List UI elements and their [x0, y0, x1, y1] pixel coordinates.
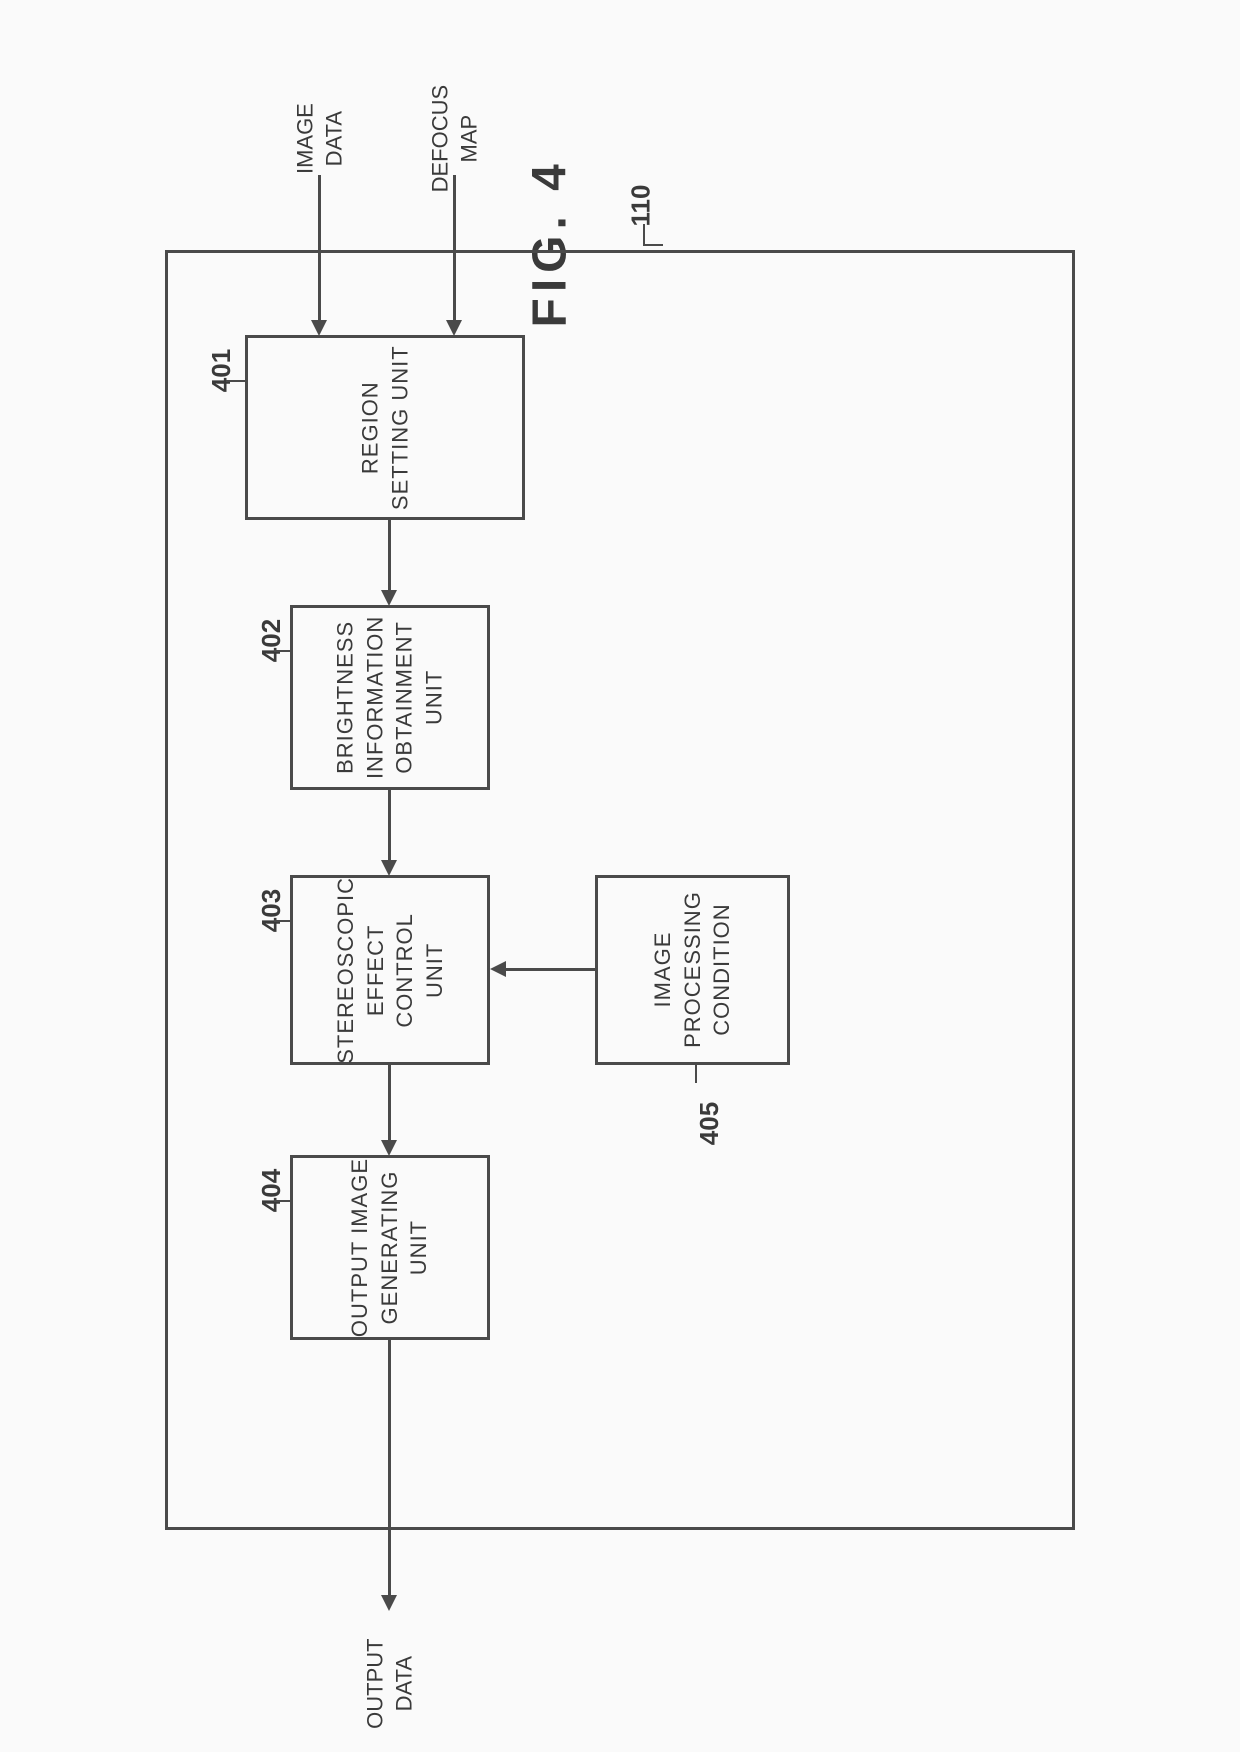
container-leader-curve	[643, 244, 663, 246]
container-ref: 110	[625, 185, 656, 227]
ref-405: 405	[694, 1102, 725, 1145]
arrow-input2-head	[446, 320, 462, 336]
ref-404: 404	[256, 1169, 287, 1212]
arrow-401-402	[388, 520, 391, 590]
ref-404-text: 404	[256, 1169, 286, 1212]
arrow-405-403-head	[490, 961, 506, 977]
arrow-402-403	[388, 790, 391, 860]
block-402-label: BRIGHTNESSINFORMATIONOBTAINMENTUNIT	[331, 616, 450, 779]
block-output-image: OUTPUT IMAGEGENERATINGUNIT	[290, 1155, 490, 1340]
arrow-input2	[453, 175, 456, 320]
ref-403-text: 403	[256, 889, 286, 932]
block-image-processing: IMAGEPROCESSINGCONDITION	[595, 875, 790, 1065]
leader-405	[695, 1065, 697, 1083]
leader-401	[226, 380, 245, 382]
block-404-label: OUTPUT IMAGEGENERATINGUNIT	[345, 1158, 434, 1337]
container-leader	[643, 224, 645, 246]
output-text: OUTPUTDATA	[362, 1638, 416, 1728]
ref-405-text: 405	[694, 1102, 724, 1145]
ref-403: 403	[256, 889, 287, 932]
block-401-label: REGIONSETTING UNIT	[355, 345, 414, 510]
arrow-input1-head	[311, 320, 327, 336]
arrow-401-402-head	[381, 590, 397, 606]
leader-403	[274, 920, 290, 922]
input1-text: IMAGEDATA	[292, 103, 346, 174]
ref-402: 402	[256, 619, 287, 662]
arrow-405-403	[505, 968, 595, 971]
arrow-output-head	[381, 1595, 397, 1611]
arrow-403-404	[388, 1065, 391, 1140]
arrow-output	[388, 1340, 391, 1595]
leader-404	[274, 1200, 290, 1202]
block-brightness: BRIGHTNESSINFORMATIONOBTAINMENTUNIT	[290, 605, 490, 790]
arrow-402-403-head	[381, 860, 397, 876]
arrow-403-404-head	[381, 1140, 397, 1156]
arrow-input1	[318, 175, 321, 320]
block-405-label: IMAGEPROCESSINGCONDITION	[648, 892, 737, 1049]
ref-401-text: 401	[206, 349, 236, 392]
leader-402	[274, 650, 290, 652]
container-ref-text: 110	[625, 185, 655, 227]
output-data: OUTPUTDATA	[361, 1624, 418, 1744]
block-region-setting: REGIONSETTING UNIT	[245, 335, 525, 520]
ref-402-text: 402	[256, 619, 286, 662]
block-403-label: STEREOSCOPICEFFECTCONTROLUNIT	[331, 877, 450, 1064]
block-stereoscopic: STEREOSCOPICEFFECTCONTROLUNIT	[290, 875, 490, 1065]
ref-401: 401	[206, 349, 237, 392]
